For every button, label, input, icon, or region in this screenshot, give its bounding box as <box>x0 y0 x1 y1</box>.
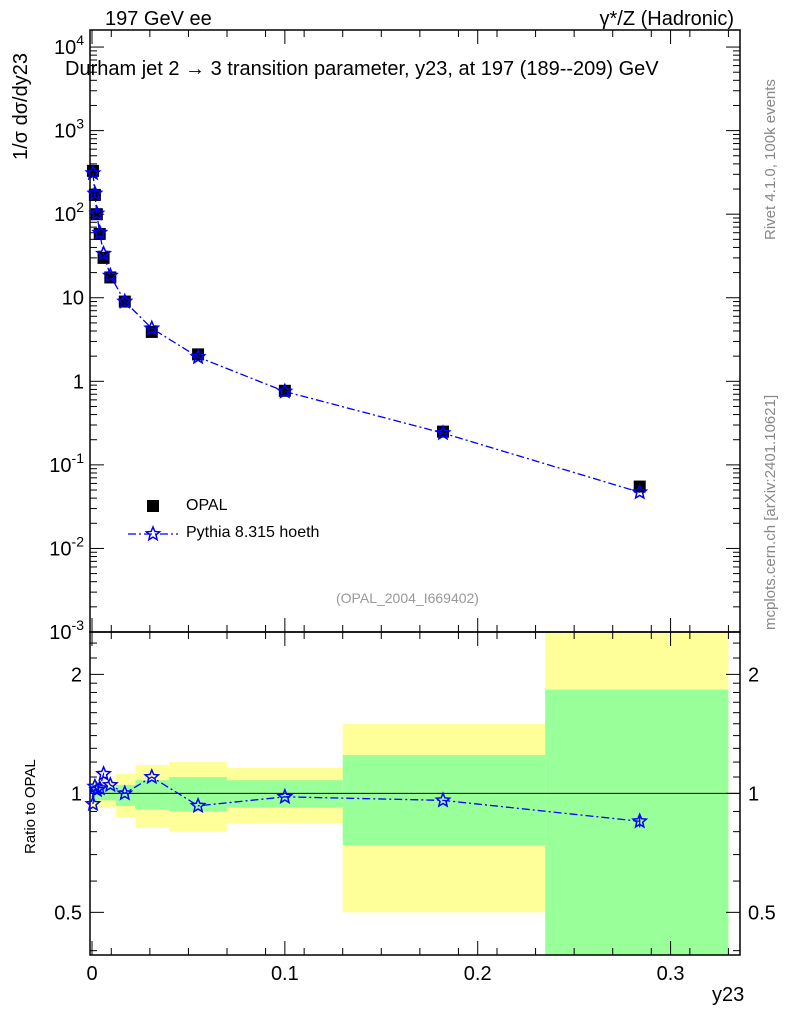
pythia-data-point <box>91 223 109 240</box>
ratio-data-point <box>91 779 109 796</box>
y-tick-exponent: -1 <box>72 450 85 466</box>
pythia-data-point <box>95 244 113 262</box>
y-tick-exponent: 2 <box>76 199 84 215</box>
ratio-data-point <box>86 777 104 794</box>
ratio-data-point <box>84 795 102 812</box>
pythia-data-point <box>434 424 452 441</box>
ratio-tick-label: 1 <box>71 783 82 805</box>
ratio-data-point <box>95 764 113 782</box>
y-tick-label: 10-2 <box>49 533 84 560</box>
y-tick-label: 10 <box>62 288 84 310</box>
ratio-data-point <box>276 787 294 805</box>
y-tick-label: 1 <box>73 371 84 393</box>
plot-title: Durham jet 2 → 3 transition parameter, y… <box>65 58 659 80</box>
ratio-data-point <box>189 796 207 814</box>
pythia-data-point <box>276 382 294 399</box>
y-tick-label: 102 <box>54 199 84 226</box>
ratio-data-point <box>143 768 161 785</box>
legend-opal: OPAL <box>186 497 228 514</box>
rivet-label: Rivet 4.1.0, 100k events <box>762 79 779 240</box>
y-tick-label: 104 <box>54 32 84 59</box>
pythia-data-point <box>143 319 161 336</box>
y-tick-label: 103 <box>54 116 84 143</box>
legend-pythia: Pythia 8.315 hoeth <box>186 524 320 541</box>
pythia-data-point <box>116 292 134 309</box>
y-tick-exponent: -2 <box>72 533 85 549</box>
header-left: 197 GeV ee <box>105 8 212 30</box>
x-tick-label: 0.2 <box>464 963 492 985</box>
ratio-data-point <box>101 776 119 793</box>
pythia-data-point <box>101 266 119 283</box>
x-tick-label: 0.3 <box>657 963 685 985</box>
ratio-data-point <box>631 812 649 829</box>
x-axis-label: y23 <box>712 984 745 1006</box>
pythia-data-point <box>88 204 106 221</box>
y-tick-label: 10-3 <box>49 617 84 644</box>
pythia-data-point <box>84 164 102 181</box>
legend-opal-marker <box>147 500 159 512</box>
ratio-tick-label-right: 0.5 <box>748 902 776 924</box>
mcplots-label: mcplots.cern.ch [arXiv:2401.10621] <box>762 394 779 630</box>
y-tick-label: 10-1 <box>49 450 84 477</box>
pythia-line <box>92 173 640 493</box>
header-right: γ*/Z (Hadronic) <box>599 8 734 30</box>
ratio-y-label: Ratio to OPAL <box>22 759 39 854</box>
uncertainty-band-green <box>227 780 343 808</box>
pythia-data-point <box>86 184 104 201</box>
ratio-data-point <box>116 784 134 801</box>
ratio-tick-label-right: 1 <box>748 783 759 805</box>
ratio-data-point <box>434 791 452 808</box>
x-tick-label: 0.1 <box>271 963 299 985</box>
pythia-data-point <box>189 348 207 365</box>
y-tick-exponent: 4 <box>76 32 84 48</box>
ratio-tick-label-right: 2 <box>748 664 759 686</box>
y-tick-exponent: 3 <box>76 116 84 132</box>
watermark: (OPAL_2004_I669402) <box>336 590 479 606</box>
pythia-data-point <box>631 483 649 500</box>
ratio-tick-label: 2 <box>71 664 82 686</box>
y-tick-exponent: -3 <box>72 617 85 633</box>
ratio-tick-label: 0.5 <box>54 902 82 924</box>
y-axis-label: 1/σ dσ/dy23 <box>10 53 32 160</box>
legend-pythia-marker <box>144 525 162 542</box>
x-tick-label: 0 <box>86 963 97 985</box>
